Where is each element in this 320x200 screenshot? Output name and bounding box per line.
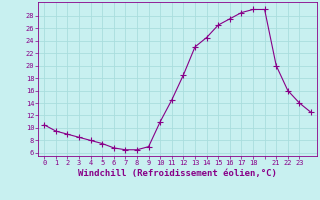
X-axis label: Windchill (Refroidissement éolien,°C): Windchill (Refroidissement éolien,°C) (78, 169, 277, 178)
